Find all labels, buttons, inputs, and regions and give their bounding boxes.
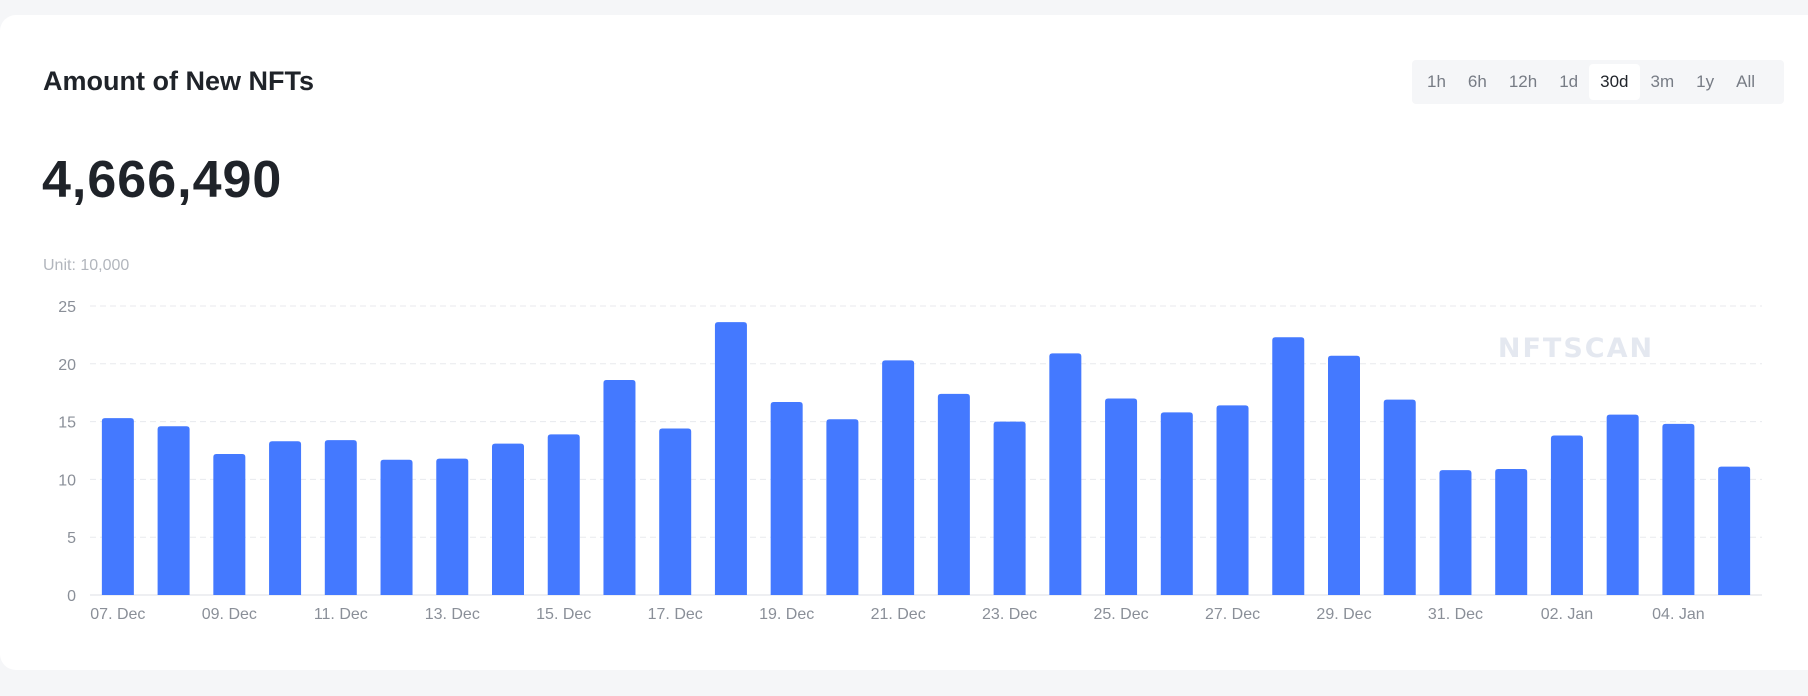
x-tick-label: 15. Dec (536, 606, 591, 623)
bar-04-jan[interactable] (1662, 423, 1695, 595)
y-tick-label: 10 (58, 472, 76, 489)
y-tick-label: 25 (58, 299, 76, 316)
bar-17-dec[interactable] (659, 428, 692, 595)
x-tick-label: 29. Dec (1316, 606, 1371, 623)
bar-07-dec[interactable] (101, 418, 134, 595)
bar-24-dec[interactable] (1049, 353, 1082, 595)
bar-09-dec[interactable] (213, 453, 246, 595)
x-tick-label: 19. Dec (759, 606, 814, 623)
x-tick-label: 11. Dec (314, 606, 368, 623)
bar-03-jan[interactable] (1606, 414, 1639, 595)
bar-02-jan[interactable] (1550, 435, 1583, 595)
range-3m-button[interactable]: 3m (1650, 72, 1675, 91)
range-1y-button[interactable]: 1y (1696, 72, 1715, 91)
x-tick-label: 31. Dec (1428, 606, 1483, 623)
y-tick-label: 5 (67, 530, 76, 547)
unit-label: Unit: 10,000 (43, 257, 130, 274)
bar-15-dec[interactable] (547, 434, 580, 595)
x-tick-label: 23. Dec (982, 606, 1037, 623)
chart-title: Amount of New NFTs (43, 66, 314, 96)
bar-27-dec[interactable] (1216, 405, 1249, 595)
bar-11-dec[interactable] (324, 440, 357, 595)
x-tick-label: 27. Dec (1205, 606, 1260, 623)
bar-25-dec[interactable] (1105, 398, 1138, 595)
bar-21-dec[interactable] (882, 360, 915, 595)
range-all-button[interactable]: All (1736, 72, 1756, 91)
watermark-logo: NFTSCAN (1498, 333, 1654, 364)
x-tick-label: 04. Jan (1652, 606, 1704, 623)
range-1h-button[interactable]: 1h (1427, 72, 1446, 91)
bar-05-jan[interactable] (1718, 466, 1751, 595)
bar-30-dec[interactable] (1383, 399, 1416, 595)
x-tick-label: 09. Dec (202, 606, 257, 623)
x-tick-label: 17. Dec (648, 606, 703, 623)
bar-26-dec[interactable] (1160, 412, 1193, 595)
bar-01-jan[interactable] (1495, 468, 1528, 595)
range-6h-button[interactable]: 6h (1467, 72, 1487, 91)
bar-19-dec[interactable] (770, 401, 803, 595)
bar-29-dec[interactable] (1328, 355, 1360, 595)
x-tick-label: 02. Jan (1541, 606, 1593, 623)
bar-22-dec[interactable] (937, 393, 970, 595)
x-tick-label: 25. Dec (1093, 606, 1148, 623)
x-tick-label: 21. Dec (871, 606, 926, 623)
range-30d-button[interactable]: 30d (1589, 64, 1640, 100)
range-1d-button[interactable]: 1d (1559, 72, 1579, 91)
bar-16-dec[interactable] (603, 379, 636, 595)
bar-08-dec[interactable] (157, 426, 190, 595)
bar-14-dec[interactable] (492, 443, 524, 595)
bar-23-dec[interactable] (993, 421, 1026, 595)
y-tick-label: 0 (67, 588, 76, 605)
time-range-selector: 1h 6h 12h 1d 30d 3m 1y All (1412, 60, 1784, 104)
bar-10-dec[interactable] (269, 441, 302, 595)
bar-18-dec[interactable] (714, 322, 747, 595)
x-tick-label: 07. Dec (90, 606, 145, 623)
x-tick-label: 13. Dec (425, 606, 480, 623)
y-tick-label: 15 (58, 415, 76, 432)
y-tick-label: 20 (58, 357, 76, 374)
bar-31-dec[interactable] (1439, 470, 1472, 595)
bar-20-dec[interactable] (826, 419, 859, 595)
range-12h-button[interactable]: 12h (1508, 72, 1538, 91)
bar-13-dec[interactable] (436, 458, 469, 595)
total-amount: 4,666,490 (42, 151, 283, 209)
bar-28-dec[interactable] (1272, 337, 1305, 595)
bar-12-dec[interactable] (380, 459, 413, 595)
